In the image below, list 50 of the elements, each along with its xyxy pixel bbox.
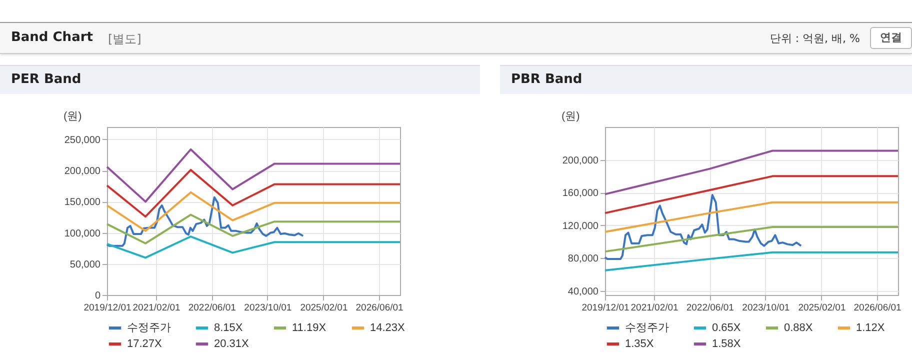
x-tick-label: 2022/06/01 (188, 302, 236, 314)
legend-label: 8.15X (214, 322, 244, 334)
x-tick-label: 2021/02/01 (132, 302, 180, 314)
chart-title: PER Band (0, 65, 480, 94)
y-tick-label: 150,000 (64, 197, 101, 208)
line-series (604, 194, 802, 260)
text: 연결 (870, 27, 912, 49)
legend-label: 수정주가 (127, 322, 171, 334)
x-tick-label: 2023/10/01 (742, 302, 790, 314)
x-tick-label: 2026/06/01 (356, 302, 404, 314)
x-tick-label: 2022/06/01 (686, 302, 734, 314)
y-tick-label: 50,000 (70, 259, 101, 270)
x-tick-label: 2023/10/01 (244, 302, 292, 314)
y-tick-label: 250,000 (64, 134, 101, 146)
y-tick-label: 0 (94, 290, 101, 302)
y-tick-label: 120,000 (562, 220, 599, 232)
y-tick-label: 200,000 (562, 155, 599, 166)
legend-label: 0.65X (712, 322, 742, 334)
y-tick-label: 80,000 (568, 254, 599, 265)
legend-label: 20.31X (214, 338, 250, 350)
text: [별도] (108, 31, 142, 48)
legend-label: 0.88X (784, 322, 814, 334)
line-series (106, 214, 401, 244)
x-tick-label: 2021/02/01 (630, 302, 678, 314)
line-series (106, 148, 401, 203)
y-tick-label: 200,000 (64, 166, 101, 178)
legend-label: 11.19X (292, 322, 327, 334)
legend-label: 수정주가 (625, 322, 669, 334)
line-series (106, 191, 401, 232)
legend-label: 1.35X (625, 338, 654, 350)
x-tick-label: 2019/12/01 (84, 302, 132, 314)
legend-label: 1.58X (712, 338, 742, 350)
text: 단위 : 억원, 배, % (770, 31, 860, 46)
y-tick-label: 160,000 (562, 188, 599, 200)
x-tick-label: 2025/02/01 (798, 302, 846, 314)
line-series (106, 168, 401, 218)
line-series (106, 236, 401, 259)
y-axis-title: (원) (64, 110, 82, 122)
x-tick-label: 2025/02/01 (300, 302, 348, 314)
y-axis-title: (원) (562, 110, 580, 122)
text: Band Chart (11, 30, 93, 45)
legend-label: 14.23X (370, 322, 406, 334)
x-tick-label: 2026/06/01 (854, 302, 902, 314)
line-series (106, 196, 304, 247)
x-tick-label: 2019/12/01 (582, 302, 630, 314)
y-tick-label: 40,000 (568, 286, 599, 298)
legend-label: 17.27X (127, 338, 163, 350)
chart-title: PBR Band (500, 65, 912, 94)
legend-label: 1.12X (856, 322, 886, 334)
y-tick-label: 100,000 (64, 228, 101, 240)
